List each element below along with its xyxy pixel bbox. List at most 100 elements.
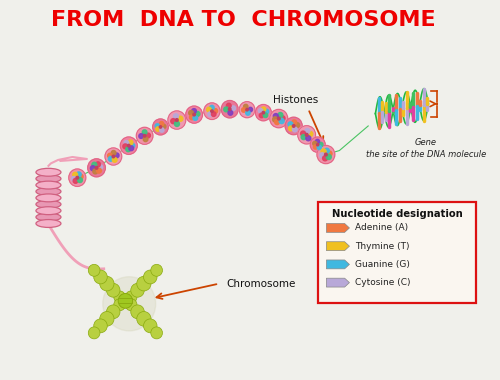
Circle shape bbox=[168, 111, 186, 129]
Circle shape bbox=[204, 103, 220, 119]
Circle shape bbox=[106, 283, 120, 297]
Circle shape bbox=[292, 120, 296, 125]
Circle shape bbox=[300, 131, 306, 136]
FancyBboxPatch shape bbox=[318, 202, 476, 303]
Circle shape bbox=[126, 299, 137, 311]
Circle shape bbox=[114, 299, 126, 311]
Circle shape bbox=[248, 107, 252, 112]
Circle shape bbox=[72, 176, 76, 181]
Circle shape bbox=[78, 174, 83, 179]
Text: Thymine (T): Thymine (T) bbox=[355, 242, 410, 251]
Text: Nucleotide designation: Nucleotide designation bbox=[332, 209, 462, 219]
Ellipse shape bbox=[36, 213, 61, 221]
Circle shape bbox=[139, 134, 143, 138]
Text: Histones: Histones bbox=[274, 95, 318, 105]
Circle shape bbox=[295, 123, 300, 128]
Circle shape bbox=[324, 148, 330, 154]
Circle shape bbox=[160, 122, 164, 126]
Circle shape bbox=[137, 276, 151, 291]
Circle shape bbox=[228, 108, 231, 111]
Circle shape bbox=[174, 114, 178, 119]
Circle shape bbox=[231, 106, 235, 111]
Ellipse shape bbox=[36, 175, 61, 183]
Circle shape bbox=[213, 109, 218, 113]
Circle shape bbox=[108, 153, 112, 158]
Circle shape bbox=[226, 103, 231, 108]
Circle shape bbox=[222, 101, 238, 118]
Ellipse shape bbox=[36, 194, 61, 202]
Circle shape bbox=[88, 264, 100, 276]
Circle shape bbox=[92, 162, 97, 167]
Circle shape bbox=[160, 128, 164, 132]
Circle shape bbox=[224, 107, 228, 112]
Circle shape bbox=[278, 112, 283, 118]
Circle shape bbox=[314, 145, 318, 149]
Circle shape bbox=[262, 107, 266, 111]
Circle shape bbox=[312, 141, 317, 146]
Circle shape bbox=[144, 135, 146, 137]
Text: FROM  DNA TO  CHROMOSOME: FROM DNA TO CHROMOSOME bbox=[51, 10, 436, 30]
Circle shape bbox=[288, 126, 294, 131]
Circle shape bbox=[305, 128, 310, 134]
Ellipse shape bbox=[36, 220, 61, 228]
Polygon shape bbox=[326, 223, 349, 233]
Circle shape bbox=[78, 178, 82, 182]
Circle shape bbox=[144, 319, 157, 333]
Circle shape bbox=[73, 179, 78, 183]
Circle shape bbox=[94, 270, 108, 284]
Circle shape bbox=[162, 124, 166, 129]
Circle shape bbox=[151, 264, 162, 276]
Polygon shape bbox=[326, 278, 349, 287]
Circle shape bbox=[100, 312, 114, 326]
Circle shape bbox=[317, 146, 335, 164]
Ellipse shape bbox=[36, 200, 61, 208]
Circle shape bbox=[88, 327, 100, 339]
Circle shape bbox=[260, 113, 264, 118]
Circle shape bbox=[317, 145, 322, 150]
Circle shape bbox=[195, 111, 200, 116]
Ellipse shape bbox=[36, 181, 61, 189]
Circle shape bbox=[306, 133, 308, 136]
Circle shape bbox=[76, 172, 81, 177]
Circle shape bbox=[174, 121, 180, 127]
Circle shape bbox=[129, 146, 134, 151]
Circle shape bbox=[239, 101, 255, 118]
Circle shape bbox=[93, 169, 98, 174]
Circle shape bbox=[208, 112, 212, 116]
Circle shape bbox=[96, 168, 102, 173]
Circle shape bbox=[128, 144, 130, 147]
Circle shape bbox=[118, 293, 132, 308]
Circle shape bbox=[262, 111, 264, 114]
Circle shape bbox=[278, 117, 280, 120]
Circle shape bbox=[100, 276, 114, 291]
Ellipse shape bbox=[36, 207, 61, 215]
Circle shape bbox=[137, 312, 151, 326]
Circle shape bbox=[142, 130, 147, 135]
Circle shape bbox=[298, 126, 316, 144]
Circle shape bbox=[124, 141, 129, 146]
Circle shape bbox=[186, 106, 202, 123]
Circle shape bbox=[308, 131, 313, 136]
Circle shape bbox=[292, 125, 295, 127]
Circle shape bbox=[156, 127, 160, 131]
Circle shape bbox=[112, 155, 114, 158]
Circle shape bbox=[320, 153, 324, 158]
Text: Adenine (A): Adenine (A) bbox=[355, 223, 408, 233]
Circle shape bbox=[76, 176, 78, 179]
Circle shape bbox=[128, 140, 133, 145]
Circle shape bbox=[114, 291, 126, 303]
Circle shape bbox=[280, 116, 285, 121]
Circle shape bbox=[131, 283, 144, 297]
Circle shape bbox=[272, 117, 278, 122]
Circle shape bbox=[90, 166, 96, 171]
Circle shape bbox=[136, 127, 153, 144]
Circle shape bbox=[152, 119, 168, 135]
Circle shape bbox=[210, 105, 214, 110]
Circle shape bbox=[111, 150, 116, 155]
Circle shape bbox=[324, 153, 327, 156]
Circle shape bbox=[176, 119, 178, 122]
Circle shape bbox=[285, 117, 302, 135]
Text: Chromosome: Chromosome bbox=[226, 279, 296, 289]
Ellipse shape bbox=[36, 188, 61, 195]
Circle shape bbox=[95, 166, 98, 169]
